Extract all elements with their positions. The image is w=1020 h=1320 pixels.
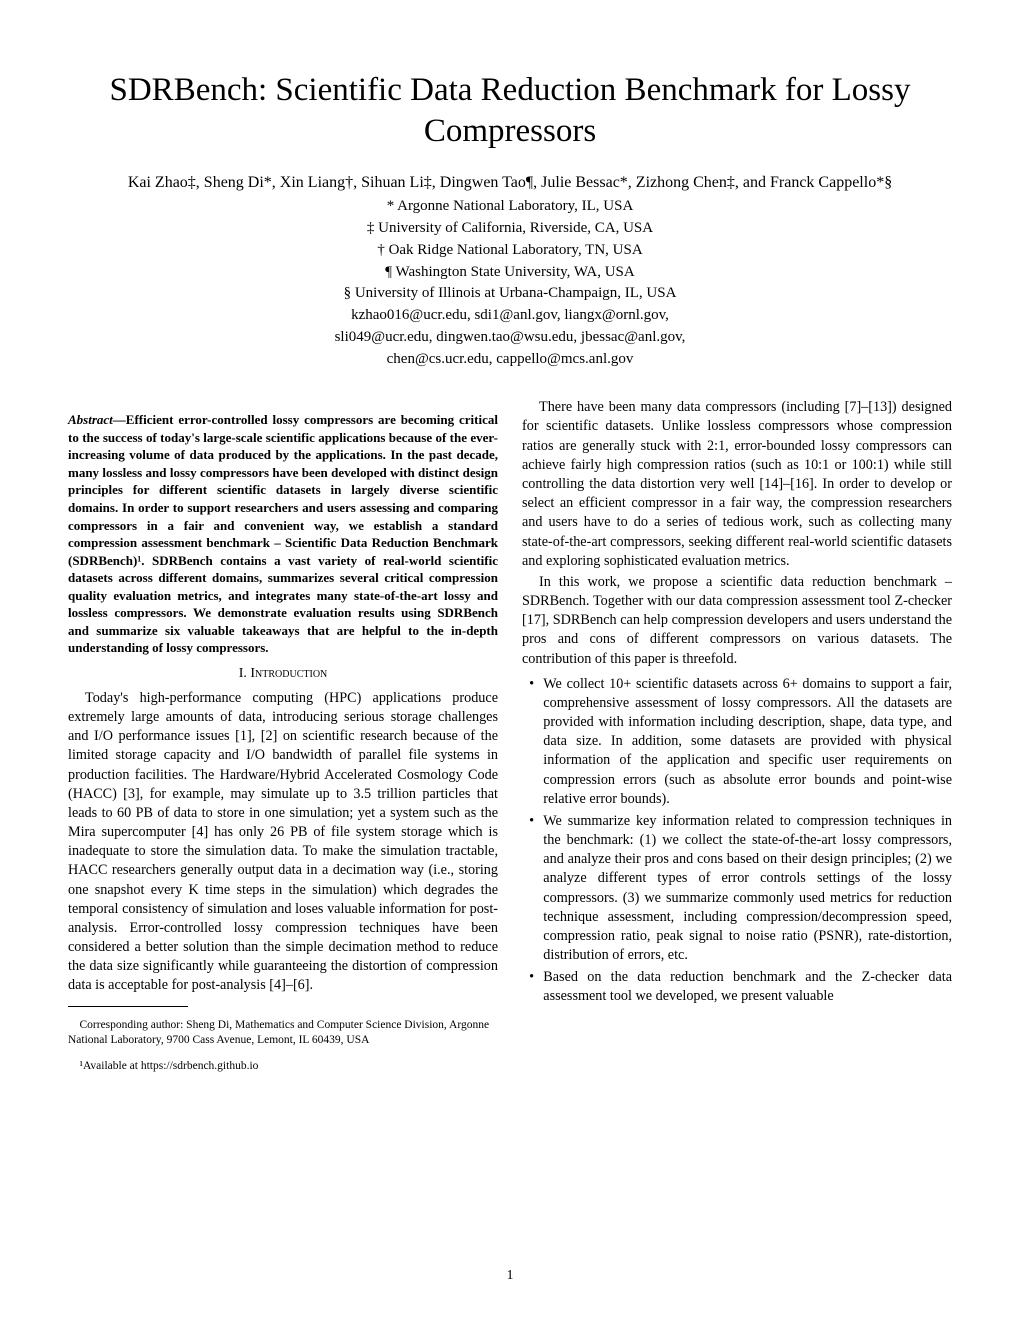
col2-para2: In this work, we propose a scientific da…: [522, 573, 952, 669]
affiliation-2: ‡ University of California, Riverside, C…: [68, 218, 952, 240]
footnote-rule: [68, 1006, 188, 1007]
left-column: Abstract—Efficient error-controlled loss…: [68, 398, 498, 1086]
authors-line: Kai Zhao‡, Sheng Di*, Xin Liang†, Sihuan…: [68, 173, 952, 194]
col2-para1: There have been many data compressors (i…: [522, 398, 952, 571]
affiliation-3: † Oak Ridge National Laboratory, TN, USA: [68, 240, 952, 262]
page-number: 1: [0, 1268, 1020, 1284]
abstract: Abstract—Efficient error-controlled loss…: [68, 411, 498, 657]
abstract-body: —Efficient error-controlled lossy compre…: [68, 412, 498, 655]
emails-3: chen@cs.ucr.edu, cappello@mcs.anl.gov: [68, 349, 952, 371]
affiliations-block: * Argonne National Laboratory, IL, USA ‡…: [68, 196, 952, 370]
emails-1: kzhao016@ucr.edu, sdi1@anl.gov, liangx@o…: [68, 305, 952, 327]
affiliation-5: § University of Illinois at Urbana-Champ…: [68, 283, 952, 305]
footnote-corresponding: Corresponding author: Sheng Di, Mathemat…: [68, 1018, 498, 1048]
bullet-2: We summarize key information related to …: [522, 812, 952, 965]
right-column: There have been many data compressors (i…: [522, 398, 952, 1086]
bullet-3: Based on the data reduction benchmark an…: [522, 968, 952, 1006]
emails-2: sli049@ucr.edu, dingwen.tao@wsu.edu, jbe…: [68, 327, 952, 349]
affiliation-4: ¶ Washington State University, WA, USA: [68, 262, 952, 284]
abstract-lead: Abstract: [68, 412, 113, 427]
two-column-body: Abstract—Efficient error-controlled loss…: [68, 398, 952, 1086]
affiliation-1: * Argonne National Laboratory, IL, USA: [68, 196, 952, 218]
section-1-heading: I. Introduction: [68, 665, 498, 684]
bullet-1: We collect 10+ scientific datasets acros…: [522, 675, 952, 809]
footnote-url: ¹Available at https://sdrbench.github.io: [68, 1059, 498, 1074]
paper-title: SDRBench: Scientific Data Reduction Benc…: [68, 70, 952, 153]
col1-para1: Today's high-performance computing (HPC)…: [68, 689, 498, 996]
contribution-bullets: We collect 10+ scientific datasets acros…: [522, 675, 952, 1007]
page-root: SDRBench: Scientific Data Reduction Benc…: [0, 0, 1020, 1126]
